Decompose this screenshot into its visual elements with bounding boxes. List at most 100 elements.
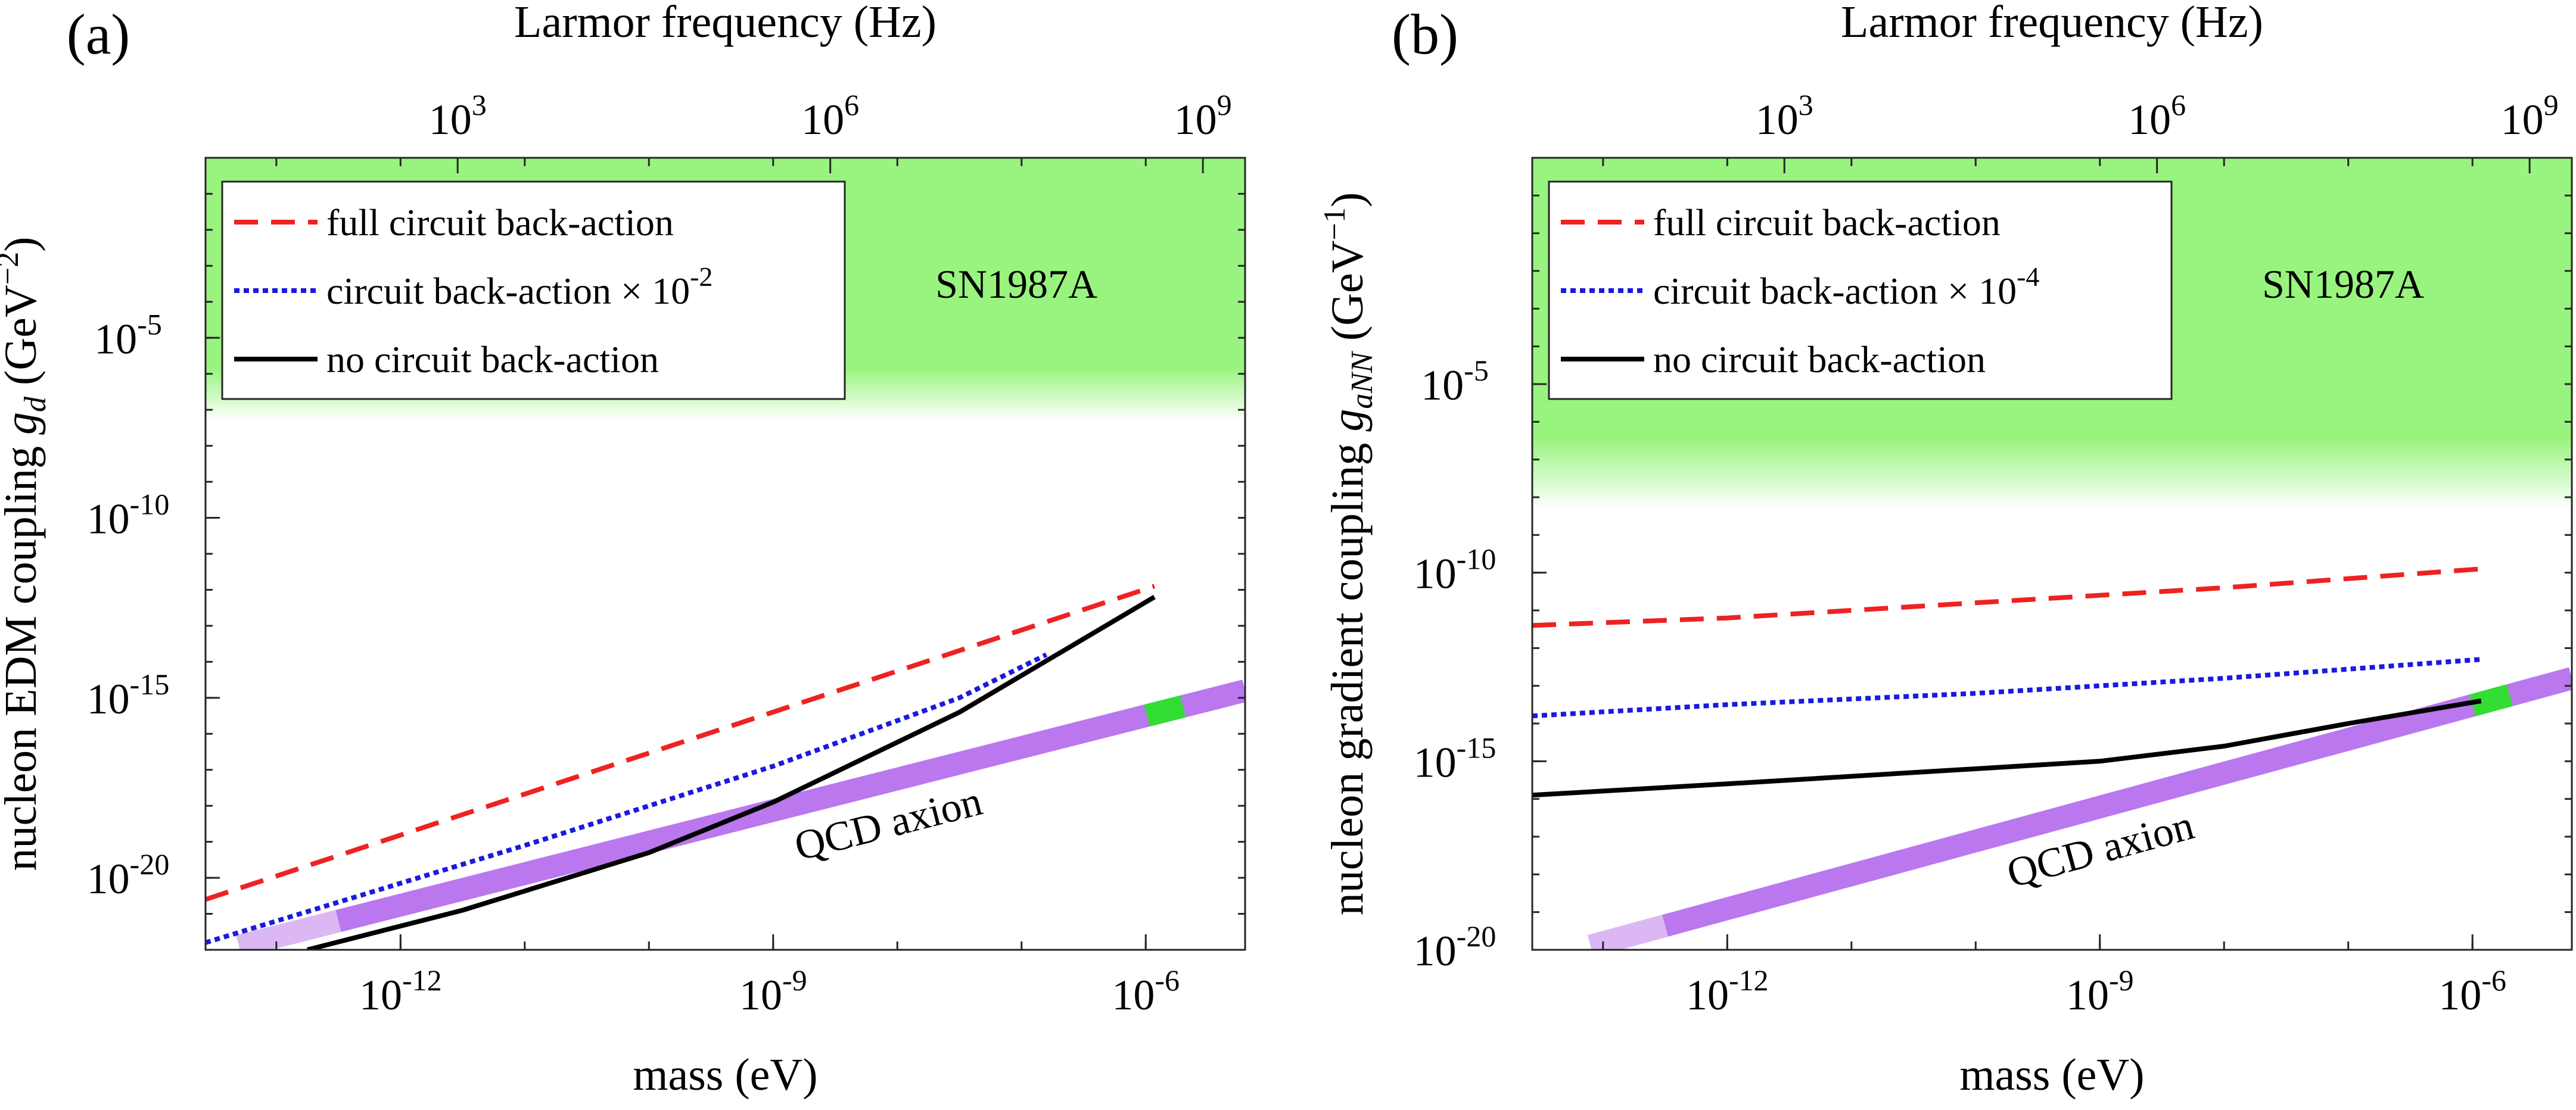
top-tick-base: 10: [1174, 96, 1217, 144]
qcd-axion-highlight: [1144, 695, 1186, 727]
y-axis-title-subscript: aNN: [1345, 350, 1379, 409]
x-tick-label: 10-6: [1112, 964, 1180, 1019]
panel-letter: (b): [1392, 2, 1458, 66]
y-axis-title-unit-exponent: −2: [0, 252, 25, 285]
y-tick-exponent: -15: [1457, 731, 1497, 764]
x-tick-base: 10: [1686, 971, 1729, 1019]
qcd-axion-band: [236, 679, 1245, 950]
top-tick-exponent: 6: [844, 88, 859, 121]
y-tick-label: 10-10: [87, 488, 170, 543]
top-axis-title: Larmor frequency (Hz): [1841, 0, 2263, 47]
qcd-axion-band-extension: [236, 910, 341, 950]
top-tick-exponent: 3: [472, 88, 487, 121]
legend-label: full circuit back-action: [1653, 201, 2001, 244]
y-axis-title-unit-close: ): [0, 237, 46, 252]
y-tick-base: 10: [87, 495, 130, 543]
series-line-1: [206, 584, 1156, 902]
x-tick-base: 10: [739, 971, 782, 1019]
legend-entry: full circuit back-action: [1653, 201, 2001, 244]
y-tick-label: 10-20: [1414, 919, 1497, 975]
top-tick-label: 109: [2501, 88, 2559, 144]
x-tick-label: 10-9: [2066, 964, 2134, 1019]
y-axis-title-unit: (GeV: [0, 285, 46, 397]
x-tick-base: 10: [2066, 971, 2109, 1019]
series-line-2: [206, 652, 1048, 945]
y-axis-title-subscript: d: [18, 396, 52, 412]
axes-frame: [1531, 157, 2573, 951]
y-axis-title-unit: (GeV: [1323, 240, 1373, 352]
legend-entry: no circuit back-action: [326, 338, 659, 381]
x-tick-label: 10-12: [1686, 964, 1769, 1019]
top-tick-label: 103: [429, 88, 487, 144]
y-tick-label: 10-20: [87, 847, 170, 903]
y-axis-title: nucleon EDM coupling gd (GeV−2): [0, 237, 52, 871]
x-tick-label: 10-12: [359, 964, 442, 1019]
legend-label: circuit back-action × 10: [1653, 270, 2017, 312]
top-tick-label: 103: [1756, 88, 1813, 144]
legend-entry: full circuit back-action: [326, 201, 674, 244]
y-tick-exponent: -20: [1457, 919, 1497, 953]
y-tick-exponent: -10: [1457, 542, 1497, 576]
y-tick-base: 10: [87, 855, 130, 903]
legend-label-exponent: -2: [690, 261, 713, 292]
top-tick-exponent: 9: [2544, 88, 2559, 121]
excluded-region-label: SN1987A: [2262, 261, 2424, 307]
top-tick-exponent: 6: [2171, 88, 2186, 121]
y-tick-base: 10: [1414, 927, 1457, 975]
top-tick-base: 10: [429, 96, 472, 144]
series-line-3: [307, 595, 1156, 950]
top-tick-exponent: 3: [1799, 88, 1813, 121]
y-tick-base: 10: [1414, 738, 1457, 786]
top-tick-label: 109: [1174, 88, 1232, 144]
legend-entry: circuit back-action × 10-2: [326, 261, 713, 312]
x-axis-title: mass (eV): [1959, 1050, 2144, 1100]
x-tick-exponent: -6: [2481, 964, 2506, 997]
qcd-axion-band: [1587, 667, 2572, 950]
y-tick-base: 10: [1414, 550, 1457, 598]
x-tick-exponent: -12: [1729, 964, 1769, 997]
plot-layer: [206, 584, 1245, 950]
x-tick-label: 10-6: [2438, 964, 2506, 1019]
y-axis-title-symbol: g: [1323, 409, 1373, 432]
y-axis-title-text: nucleon EDM coupling: [0, 435, 46, 871]
y-axis-title-text: nucleon gradient coupling: [1323, 432, 1373, 916]
y-axis-title-symbol: g: [0, 412, 46, 435]
y-tick-label: 10-10: [1414, 542, 1497, 598]
top-tick-base: 10: [2501, 96, 2544, 144]
top-tick-base: 10: [2128, 96, 2171, 144]
y-tick-base: 10: [1421, 361, 1464, 409]
y-tick-exponent: -5: [1464, 354, 1489, 387]
y-tick-label: 10-5: [1421, 354, 1489, 409]
legend-entry: circuit back-action × 10-4: [1653, 261, 2039, 312]
y-tick-label: 10-15: [87, 668, 170, 723]
y-tick-exponent: -15: [130, 668, 170, 701]
series-line-1: [1532, 566, 2482, 628]
legend-label: no circuit back-action: [326, 338, 659, 381]
legend-label: no circuit back-action: [1653, 338, 1986, 381]
top-tick-base: 10: [1756, 96, 1799, 144]
y-axis-title-unit-exponent: −1: [1318, 207, 1352, 240]
series-line-3: [1532, 699, 2482, 798]
excluded-region-label: SN1987A: [935, 261, 1097, 307]
y-tick-base: 10: [94, 315, 137, 363]
top-tick-label: 106: [2128, 88, 2186, 144]
x-tick-exponent: -12: [402, 964, 442, 997]
legend-box: [1548, 180, 2173, 400]
y-tick-exponent: -10: [130, 488, 170, 521]
top-tick-exponent: 9: [1217, 88, 1232, 121]
top-tick-base: 10: [801, 96, 844, 144]
x-axis-title: mass (eV): [633, 1050, 817, 1100]
y-tick-label: 10-15: [1414, 731, 1497, 786]
y-tick-exponent: -20: [130, 847, 170, 881]
x-tick-exponent: -9: [782, 964, 807, 997]
legend-label: full circuit back-action: [326, 201, 674, 244]
x-tick-label: 10-9: [739, 964, 807, 1019]
top-axis-title: Larmor frequency (Hz): [514, 0, 937, 47]
legend-label: circuit back-action × 10: [326, 270, 690, 312]
y-tick-label: 10-5: [94, 307, 162, 363]
legend-entry: no circuit back-action: [1653, 338, 1986, 381]
top-tick-label: 106: [801, 88, 859, 144]
